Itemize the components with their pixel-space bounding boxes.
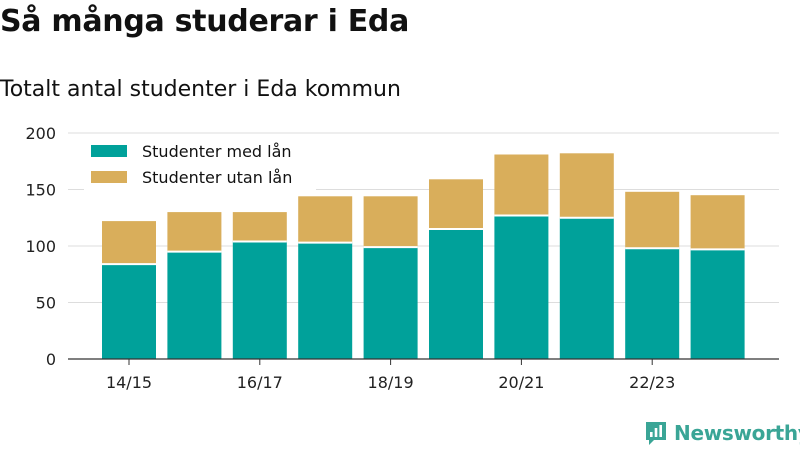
x-tick-label: 20/21 bbox=[498, 373, 544, 392]
chart-subtitle: Totalt antal studenter i Eda kommun bbox=[0, 77, 401, 102]
bar-segment-without-loan bbox=[167, 212, 222, 252]
bar-segment-with-loan bbox=[625, 248, 680, 359]
bar-segment-with-loan bbox=[559, 217, 614, 360]
brand-name: Newsworthy bbox=[674, 421, 800, 445]
bar-chart-logo-icon bbox=[646, 422, 666, 445]
bar-segment-without-loan bbox=[429, 179, 483, 229]
bar-segment-without-loan bbox=[559, 153, 614, 218]
brand-logo: Newsworthy bbox=[644, 420, 800, 446]
bar-segment-without-loan bbox=[363, 196, 418, 248]
legend-label: Studenter med lån bbox=[142, 142, 292, 161]
bar-segment-with-loan bbox=[494, 215, 549, 359]
bar-segment-without-loan bbox=[232, 212, 287, 242]
legend: Studenter med lån Studenter utan lån bbox=[84, 137, 316, 192]
y-tick-label: 150 bbox=[25, 181, 56, 200]
legend-swatch bbox=[91, 145, 127, 157]
bar-segment-without-loan bbox=[102, 221, 156, 264]
x-tick-label: 18/19 bbox=[368, 373, 414, 392]
y-tick-label: 50 bbox=[36, 294, 56, 313]
bar-segment-with-loan bbox=[363, 247, 418, 359]
bar-segment-with-loan bbox=[429, 229, 483, 359]
y-tick-label: 200 bbox=[25, 124, 56, 143]
y-tick-label: 100 bbox=[25, 237, 56, 256]
bar-segment-with-loan bbox=[298, 242, 353, 359]
bar-segment-without-loan bbox=[625, 191, 680, 249]
legend-swatch bbox=[91, 171, 127, 183]
bar-segment-without-loan bbox=[494, 154, 549, 216]
x-tick-label: 22/23 bbox=[629, 373, 675, 392]
bar-segment-with-loan bbox=[690, 249, 745, 359]
bar-segment-with-loan bbox=[102, 264, 156, 359]
bar-segment-with-loan bbox=[167, 251, 222, 359]
bar-segment-with-loan bbox=[232, 241, 287, 359]
x-tick-label: 14/15 bbox=[106, 373, 152, 392]
axes: 0 50 100 150 200 14/15 16/17 18/19 20/21 22/23 bbox=[25, 124, 779, 392]
bar-segment-without-loan bbox=[690, 195, 745, 250]
y-tick-label: 0 bbox=[46, 350, 56, 369]
x-tick-label: 16/17 bbox=[237, 373, 283, 392]
bars bbox=[102, 153, 745, 360]
bar-segment-without-loan bbox=[298, 196, 353, 243]
legend-label: Studenter utan lån bbox=[142, 168, 292, 187]
chart-title: Så många studerar i Eda bbox=[0, 4, 410, 39]
